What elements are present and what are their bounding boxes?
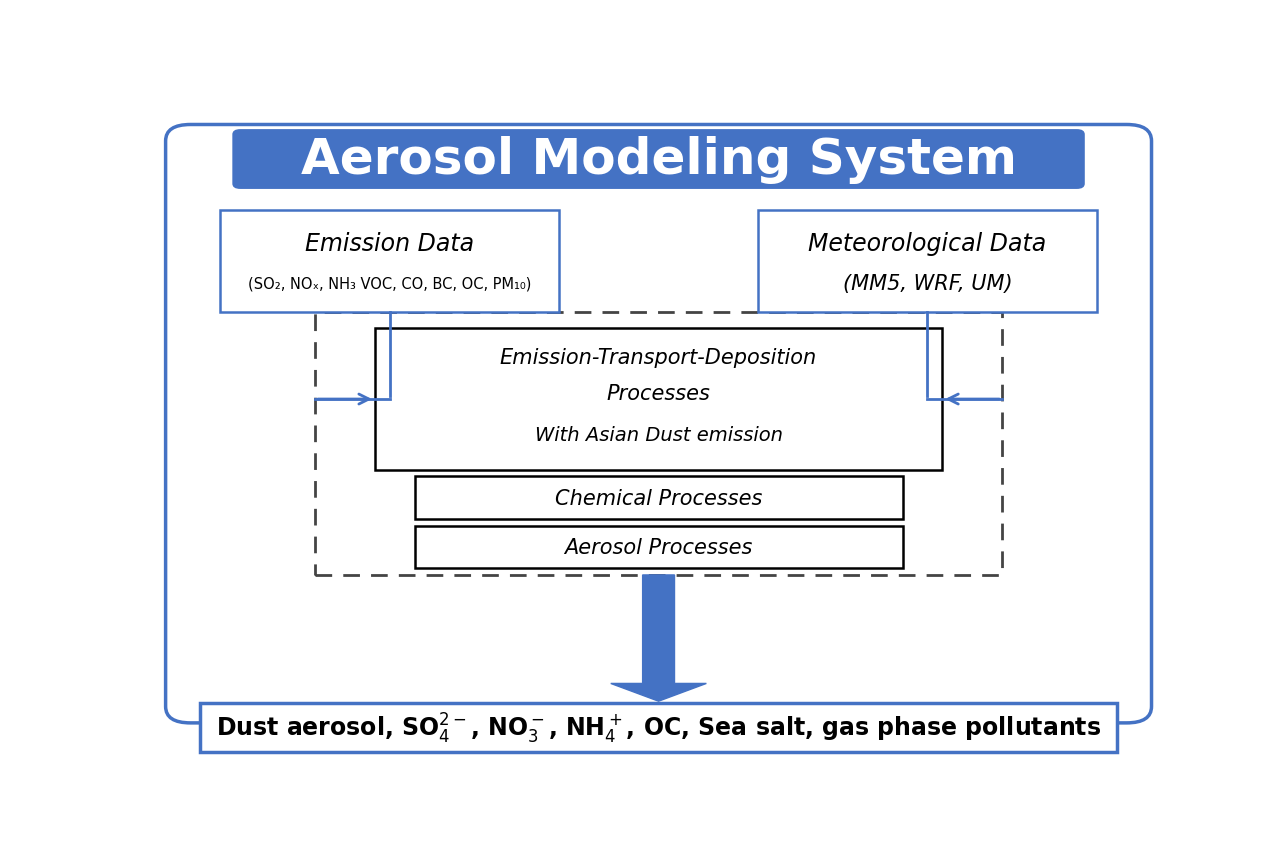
Text: Aerosol Modeling System: Aerosol Modeling System (301, 136, 1016, 183)
FancyBboxPatch shape (166, 125, 1151, 723)
Text: Chemical Processes: Chemical Processes (555, 488, 762, 508)
FancyBboxPatch shape (375, 329, 942, 470)
FancyBboxPatch shape (758, 211, 1097, 312)
Text: Processes: Processes (607, 384, 711, 404)
Text: Meteorological Data: Meteorological Data (808, 231, 1046, 255)
Text: With Asian Dust emission: With Asian Dust emission (535, 426, 783, 444)
FancyBboxPatch shape (233, 130, 1085, 189)
Text: Aerosol Processes: Aerosol Processes (564, 537, 753, 557)
Polygon shape (610, 575, 707, 701)
Text: (SO₂, NOₓ, NH₃ VOC, CO, BC, OC, PM₁₀): (SO₂, NOₓ, NH₃ VOC, CO, BC, OC, PM₁₀) (248, 276, 532, 292)
FancyBboxPatch shape (415, 526, 902, 569)
Text: Dust aerosol, SO$_4^{2-}$, NO$_3^-$, NH$_4^+$, OC, Sea salt, gas phase pollutant: Dust aerosol, SO$_4^{2-}$, NO$_3^-$, NH$… (216, 711, 1101, 745)
FancyBboxPatch shape (200, 704, 1117, 752)
FancyBboxPatch shape (415, 477, 902, 519)
FancyBboxPatch shape (221, 211, 559, 312)
Text: (MM5, WRF, UM): (MM5, WRF, UM) (843, 274, 1013, 294)
Text: Emission-Transport-Deposition: Emission-Transport-Deposition (500, 347, 817, 367)
Text: Emission Data: Emission Data (305, 231, 474, 255)
